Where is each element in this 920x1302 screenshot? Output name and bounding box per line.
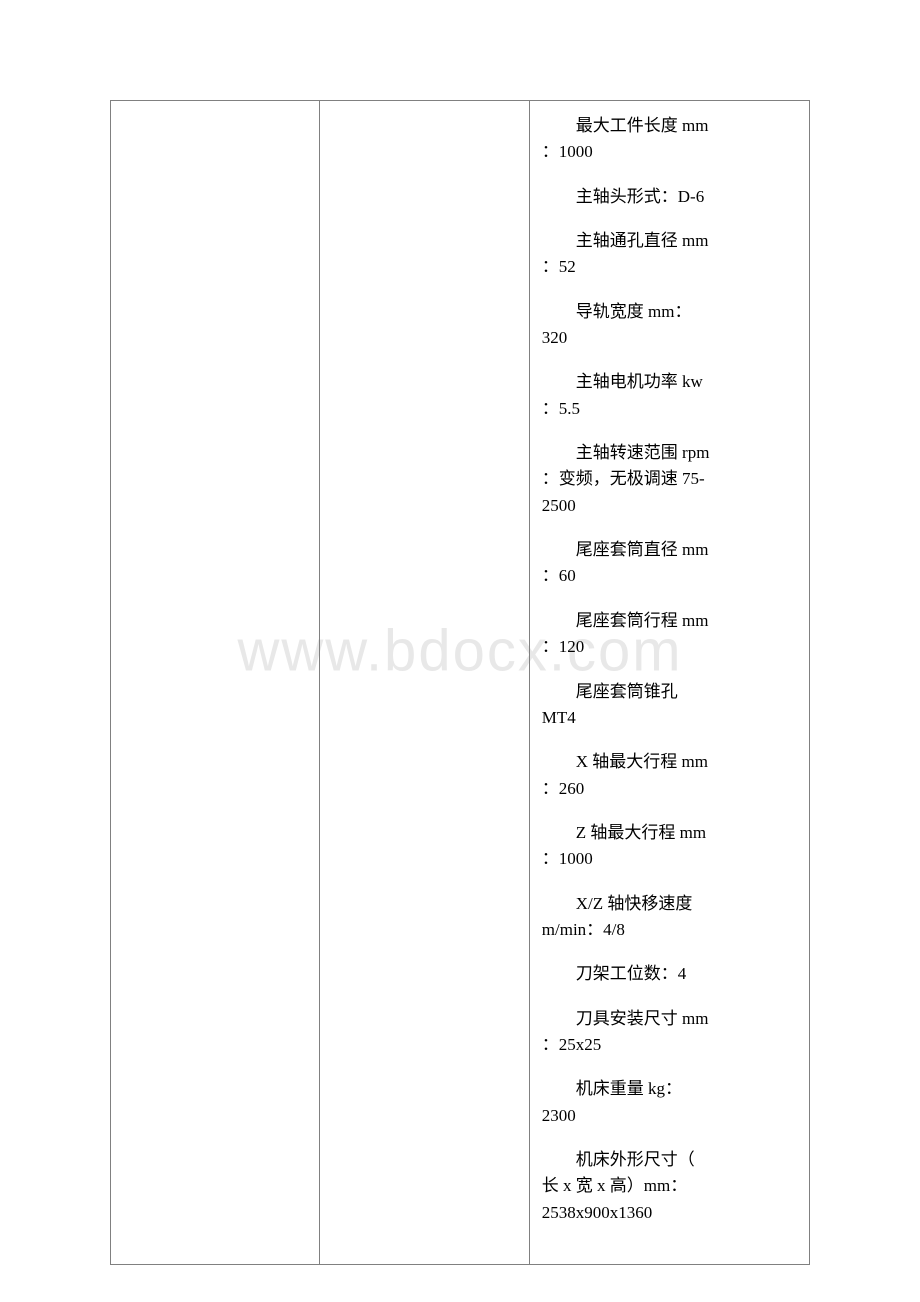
column-1 bbox=[111, 101, 320, 1264]
spec-label: X/Z 轴快移速度 bbox=[542, 891, 797, 917]
spec-table: 最大工件长度 mm：1000主轴头形式：D-6主轴通孔直径 mm：52导轨宽度 … bbox=[110, 100, 810, 1265]
spec-label: 尾座套筒直径 mm bbox=[542, 537, 797, 563]
spec-item: 机床重量 kg：2300 bbox=[542, 1076, 797, 1129]
spec-label: 主轴头形式：D-6 bbox=[542, 184, 797, 210]
spec-item: X 轴最大行程 mm：260 bbox=[542, 749, 797, 802]
spec-label: Z 轴最大行程 mm bbox=[542, 820, 797, 846]
spec-item: 主轴电机功率 kw：5.5 bbox=[542, 369, 797, 422]
spec-item: 主轴头形式：D-6 bbox=[542, 184, 797, 210]
spec-value: ：1000 bbox=[542, 846, 797, 872]
spec-value: ：120 bbox=[542, 634, 797, 660]
spec-value: 长 x 宽 x 高）mm： bbox=[542, 1173, 797, 1199]
spec-label: X 轴最大行程 mm bbox=[542, 749, 797, 775]
spec-value: 2300 bbox=[542, 1103, 797, 1129]
spec-value: 2500 bbox=[542, 493, 797, 519]
spec-value: ：52 bbox=[542, 254, 797, 280]
spec-label: 机床外形尺寸（ bbox=[542, 1147, 797, 1173]
spec-label: 主轴通孔直径 mm bbox=[542, 228, 797, 254]
spec-item: 尾座套筒行程 mm：120 bbox=[542, 608, 797, 661]
spec-item: 刀架工位数：4 bbox=[542, 961, 797, 987]
spec-label: 主轴转速范围 rpm bbox=[542, 440, 797, 466]
spec-item: 导轨宽度 mm：320 bbox=[542, 299, 797, 352]
spec-value: MT4 bbox=[542, 705, 797, 731]
spec-item: X/Z 轴快移速度m/min：4/8 bbox=[542, 891, 797, 944]
spec-value: m/min：4/8 bbox=[542, 917, 797, 943]
spec-label: 最大工件长度 mm bbox=[542, 113, 797, 139]
spec-item: Z 轴最大行程 mm：1000 bbox=[542, 820, 797, 873]
spec-label: 机床重量 kg： bbox=[542, 1076, 797, 1102]
spec-item: 机床外形尺寸（长 x 宽 x 高）mm：2538x900x1360 bbox=[542, 1147, 797, 1226]
spec-value: ：260 bbox=[542, 776, 797, 802]
spec-value: 2538x900x1360 bbox=[542, 1200, 797, 1226]
spec-item: 尾座套筒直径 mm：60 bbox=[542, 537, 797, 590]
spec-item: 刀具安装尺寸 mm：25x25 bbox=[542, 1006, 797, 1059]
spec-label: 刀架工位数：4 bbox=[542, 961, 797, 987]
spec-value: ：60 bbox=[542, 563, 797, 589]
spec-item: 最大工件长度 mm：1000 bbox=[542, 113, 797, 166]
spec-label: 导轨宽度 mm： bbox=[542, 299, 797, 325]
table-row: 最大工件长度 mm：1000主轴头形式：D-6主轴通孔直径 mm：52导轨宽度 … bbox=[111, 101, 809, 1264]
spec-item: 主轴转速范围 rpm：变频，无极调速 75-2500 bbox=[542, 440, 797, 519]
spec-value: 320 bbox=[542, 325, 797, 351]
spec-value: ：变频，无极调速 75- bbox=[542, 466, 797, 492]
spec-item: 主轴通孔直径 mm：52 bbox=[542, 228, 797, 281]
spec-label: 尾座套筒锥孔 bbox=[542, 679, 797, 705]
spec-item: 尾座套筒锥孔MT4 bbox=[542, 679, 797, 732]
spec-value: ：25x25 bbox=[542, 1032, 797, 1058]
spec-label: 主轴电机功率 kw bbox=[542, 369, 797, 395]
spec-label: 刀具安装尺寸 mm bbox=[542, 1006, 797, 1032]
spec-value: ：5.5 bbox=[542, 396, 797, 422]
column-2 bbox=[320, 101, 529, 1264]
spec-label: 尾座套筒行程 mm bbox=[542, 608, 797, 634]
spec-value: ：1000 bbox=[542, 139, 797, 165]
column-3-specs: 最大工件长度 mm：1000主轴头形式：D-6主轴通孔直径 mm：52导轨宽度 … bbox=[530, 101, 809, 1264]
content-wrapper: 最大工件长度 mm：1000主轴头形式：D-6主轴通孔直径 mm：52导轨宽度 … bbox=[110, 100, 810, 1265]
